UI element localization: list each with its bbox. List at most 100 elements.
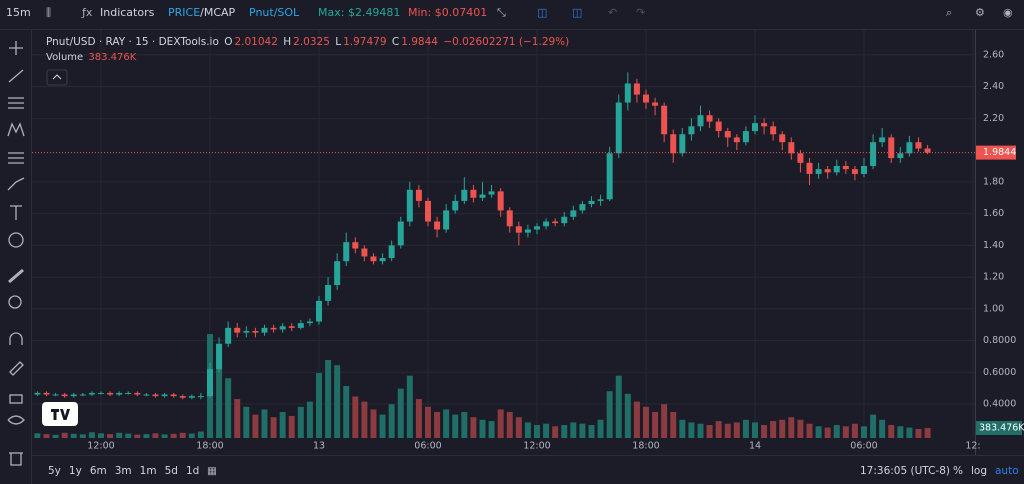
range-button[interactable]: 1m: [139, 465, 157, 477]
brush-tool[interactable]: [7, 177, 25, 191]
volume-bar: [870, 414, 877, 438]
volume-bar: [806, 423, 813, 438]
volume-bar: [234, 399, 241, 438]
volume-bar: [107, 434, 114, 438]
candle-body: [434, 221, 441, 230]
top-toolbar: [0, 0, 1024, 30]
undo[interactable]: ↶: [608, 6, 618, 19]
volume-bar: [851, 423, 858, 438]
ruler-tool[interactable]: [8, 268, 24, 284]
volume-bar: [461, 412, 468, 438]
candle-body: [261, 327, 268, 333]
candle-body: [452, 200, 459, 211]
ohlc-letter: O: [224, 36, 233, 48]
candle-body: [388, 245, 395, 259]
volume-bar: [52, 434, 59, 438]
bar-style[interactable]: ⫼: [46, 6, 52, 19]
chart-icon[interactable]: ◫: [537, 6, 548, 19]
volume-bar: [261, 409, 268, 438]
volume-bar: [561, 425, 568, 438]
candle-body: [715, 121, 722, 132]
volume-bar: [761, 425, 768, 438]
candle-body: [779, 134, 786, 143]
candle-body: [697, 115, 704, 127]
pattern-tool[interactable]: [7, 122, 25, 137]
x-tick-label: 18:00: [196, 441, 223, 452]
candle-body: [361, 248, 368, 257]
magnet-tool[interactable]: [9, 332, 23, 345]
zoom-tool[interactable]: [8, 295, 22, 309]
compare-icon[interactable]: ◫: [572, 6, 583, 19]
volume-bar: [797, 419, 804, 438]
volume-bar: [252, 414, 259, 438]
range-button[interactable]: 5y: [48, 465, 61, 477]
fullscreen-icon[interactable]: ⤡: [497, 6, 506, 19]
candle-body: [443, 210, 450, 230]
projection-tool[interactable]: [8, 152, 24, 164]
trash-tool[interactable]: [9, 452, 23, 466]
volume-bar: [479, 419, 486, 438]
range-button[interactable]: 6m: [89, 465, 107, 477]
candle-body: [343, 242, 350, 262]
settings-icon[interactable]: ⚙: [975, 6, 985, 19]
volume-bar: [779, 419, 786, 438]
volume-bar: [443, 409, 450, 438]
auto-toggle[interactable]: auto: [995, 465, 1019, 477]
candle-body: [688, 126, 695, 135]
candle-body: [134, 392, 141, 395]
redo[interactable]: ↷: [636, 6, 646, 19]
volume-box: [976, 421, 1022, 435]
candle-body: [543, 221, 550, 227]
lock-draw-tool[interactable]: [9, 361, 24, 376]
candle-body: [179, 396, 186, 398]
volume-axis-label: 383.476K: [979, 423, 1024, 434]
pair[interactable]: Pnut/SOL: [249, 6, 300, 19]
volume-bar: [306, 401, 313, 438]
emoji-tool[interactable]: [8, 232, 24, 248]
candle-body: [797, 153, 804, 163]
crosshair-tool[interactable]: [9, 41, 23, 55]
range-button[interactable]: 3m: [114, 465, 132, 477]
max: Max: $2.49481: [318, 6, 401, 19]
candle-body: [315, 300, 322, 322]
interval[interactable]: 15m: [6, 6, 31, 19]
range-button[interactable]: 1d: [185, 465, 200, 477]
date-range-icon[interactable]: ▦: [207, 465, 217, 477]
collapse-button[interactable]: [46, 69, 68, 86]
candle-body: [52, 394, 59, 396]
low-value: 1.97479: [343, 36, 387, 48]
x-tick-label: 12:00: [87, 441, 114, 452]
volume-bar: [861, 426, 867, 438]
indicators[interactable]: Indicators: [100, 6, 155, 19]
close-value: 1.9844: [401, 36, 438, 48]
volume-bar: [588, 425, 595, 438]
candle-body: [533, 226, 540, 230]
candle-body: [606, 153, 613, 200]
line-tool[interactable]: [8, 69, 24, 83]
mcap: /MCAP: [200, 6, 236, 19]
candle-body: [870, 142, 877, 166]
text-tool[interactable]: [10, 205, 22, 220]
search-icon[interactable]: ⌕: [946, 6, 953, 19]
eye-tool[interactable]: [7, 415, 25, 425]
candle-body: [497, 191, 504, 211]
candle-body: [851, 169, 858, 174]
lock-tool[interactable]: [9, 394, 23, 404]
log-toggle[interactable]: log: [971, 465, 988, 477]
volume-bar: [243, 406, 250, 438]
camera-icon[interactable]: ◉: [1003, 6, 1013, 19]
volume-bar: [606, 391, 613, 438]
price-toggle[interactable]: PRICE/MCAP: [168, 6, 235, 19]
fib-tool[interactable]: [8, 97, 24, 109]
volume-bar: [533, 425, 540, 438]
range-button[interactable]: 5d: [164, 465, 178, 477]
change: −0.02602271 (−1.29%): [443, 36, 570, 48]
volume-bar: [470, 417, 477, 438]
volume-bar: [297, 406, 304, 438]
range-button[interactable]: 1y: [68, 465, 82, 477]
volume-bar: [334, 365, 341, 438]
volume-bar: [788, 417, 795, 438]
percent-toggle[interactable]: %: [953, 465, 963, 477]
volume-bar: [615, 375, 622, 438]
plot-area: 0.4000 0.6000 0.8000 1.00 1.20 1.40 1.60 1.80 2.…: [32, 30, 1024, 452]
